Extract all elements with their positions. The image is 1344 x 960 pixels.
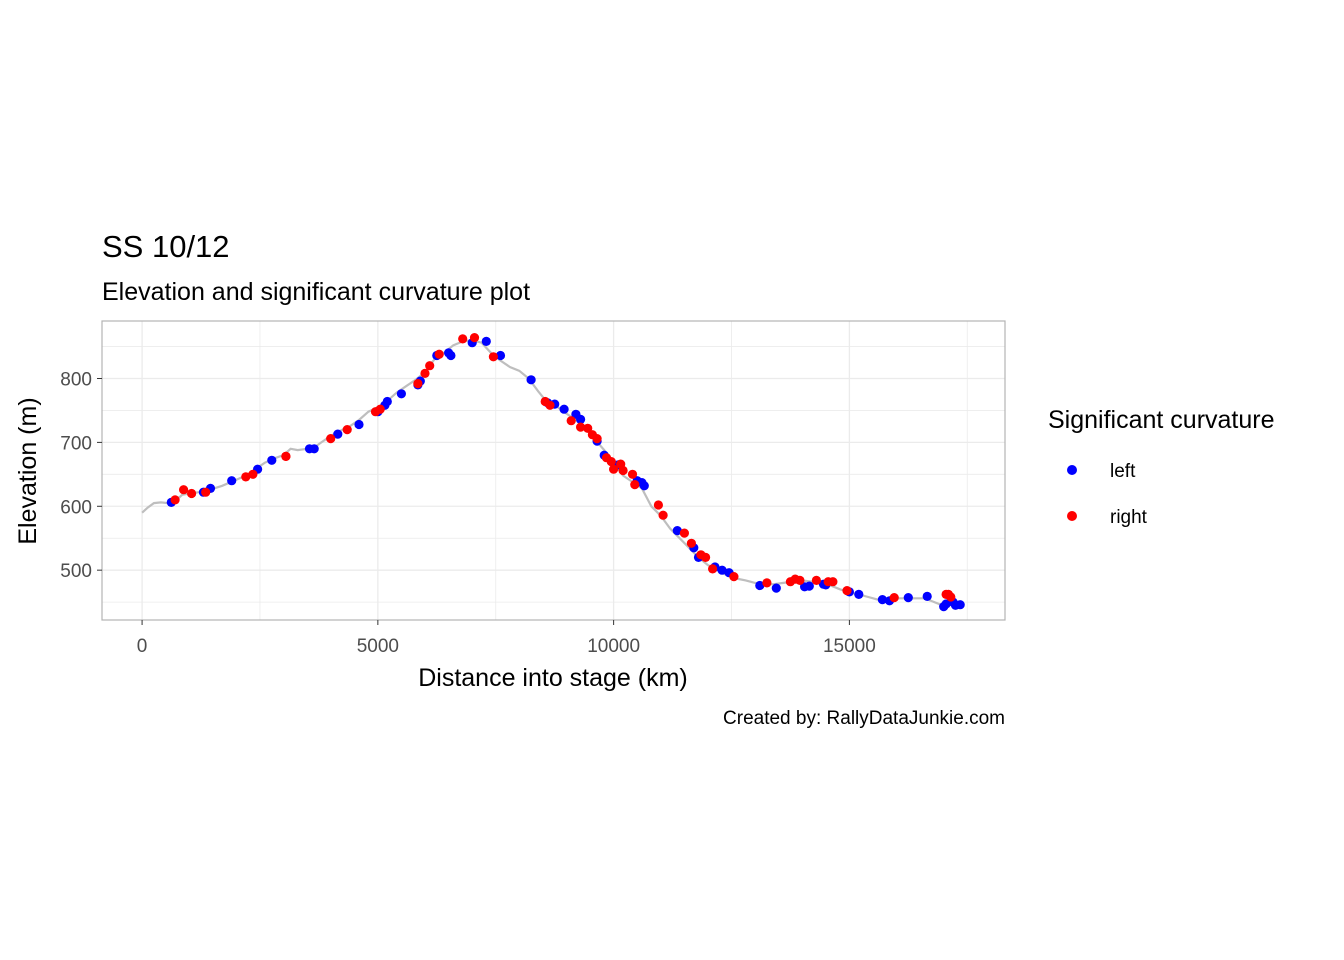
curvature-point-right [606, 457, 616, 467]
curvature-point-left [481, 336, 491, 346]
x-tick-label: 5000 [357, 636, 399, 657]
x-tick-label: 0 [137, 636, 148, 657]
curvature-point-right [701, 552, 711, 563]
curvature-point-right [828, 577, 838, 587]
curvature-point-right [469, 333, 480, 343]
curvature-point-left [333, 429, 343, 439]
curvature-point-left [446, 350, 456, 361]
x-axis-title: Distance into stage (km) [418, 664, 688, 692]
plot-background [102, 321, 1005, 620]
curvature-point-left [576, 414, 586, 424]
legend-title: Significant curvature [1048, 406, 1275, 434]
curvature-point-right [842, 586, 852, 596]
curvature-point-right [187, 488, 197, 499]
curvature-point-left [526, 375, 536, 385]
curvature-point-right [653, 500, 664, 510]
grid-lines [102, 321, 1005, 620]
curvature-point-right [679, 528, 690, 538]
curvature-point-left [396, 389, 406, 399]
legend-marker-right [1067, 511, 1077, 521]
legend-label-right: right [1110, 507, 1148, 528]
curvature-point-right [566, 416, 576, 426]
curvature-point-left [227, 476, 237, 486]
curvature-point-right [658, 510, 668, 520]
curvature-point-right [609, 464, 619, 474]
curvature-point-left [559, 404, 569, 414]
y-tick-label: 500 [60, 561, 92, 582]
curvature-points [166, 333, 965, 612]
curvature-point-left [854, 589, 864, 600]
y-axis-ticks: 500 600 700 800 [60, 370, 102, 582]
curvature-point-right [576, 422, 586, 432]
curvature-point-right [889, 593, 899, 603]
curvature-point-left [639, 481, 649, 491]
legend: Significant curvature left right [1048, 406, 1275, 528]
curvature-point-left [922, 591, 932, 602]
curvature-point-right [375, 404, 385, 414]
curvature-point-right [170, 495, 180, 505]
x-tick-label: 15000 [823, 636, 876, 657]
curvature-point-left [672, 526, 682, 536]
curvature-point-right [630, 480, 640, 490]
curvature-point-right [795, 575, 805, 586]
curvature-point-right [686, 538, 697, 548]
curvature-point-left [771, 583, 781, 593]
curvature-point-right [729, 572, 739, 582]
x-axis-ticks: 0 5000 10000 15000 [137, 620, 876, 657]
curvature-point-right [179, 485, 189, 495]
curvature-point-left [941, 599, 951, 609]
legend-label-left: left [1110, 461, 1136, 482]
plot-border [101, 320, 1006, 621]
curvature-point-right [811, 575, 822, 586]
curvature-point-right [248, 469, 258, 479]
curvature-point-right [425, 361, 435, 371]
curvature-point-right [627, 469, 638, 479]
curvature-point-right [458, 334, 468, 344]
chart-subtitle: Elevation and significant curvature plot [102, 278, 530, 306]
curvature-point-left [877, 595, 888, 605]
curvature-point-right [583, 423, 593, 433]
curvature-point-right [946, 592, 956, 602]
y-tick-label: 800 [60, 370, 92, 391]
legend-marker-left [1067, 465, 1077, 475]
curvature-point-right [708, 564, 718, 574]
chart-title: SS 10/12 [102, 229, 230, 264]
curvature-point-left [495, 350, 506, 361]
y-axis-title: Elevation (m) [14, 397, 42, 544]
curvature-point-left [717, 565, 727, 575]
y-tick-label: 700 [60, 433, 92, 454]
curvature-point-right [545, 400, 555, 410]
curvature-point-right [201, 487, 211, 497]
curvature-point-left [309, 444, 319, 454]
curvature-point-right [241, 472, 251, 482]
curvature-point-left [903, 593, 913, 603]
curvature-point-left [267, 455, 277, 465]
curvature-point-right [762, 578, 772, 588]
chart-caption: Created by: RallyDataJunkie.com [723, 708, 1005, 729]
curvature-point-left [955, 600, 965, 610]
curvature-point-right [342, 425, 352, 435]
curvature-point-left [804, 581, 814, 591]
curvature-point-right [413, 379, 423, 389]
curvature-point-right [618, 465, 628, 476]
x-tick-label: 10000 [587, 636, 640, 657]
plot-area [101, 320, 1006, 621]
curvature-point-left [755, 580, 765, 591]
curvature-point-right [281, 451, 291, 461]
curvature-point-right [488, 352, 498, 362]
curvature-point-right [420, 368, 430, 378]
curvature-point-right [434, 349, 444, 359]
curvature-point-right [592, 434, 602, 444]
y-tick-label: 600 [60, 497, 92, 518]
curvature-point-left [354, 419, 364, 430]
curvature-point-left [382, 396, 392, 407]
curvature-point-right [326, 434, 336, 444]
